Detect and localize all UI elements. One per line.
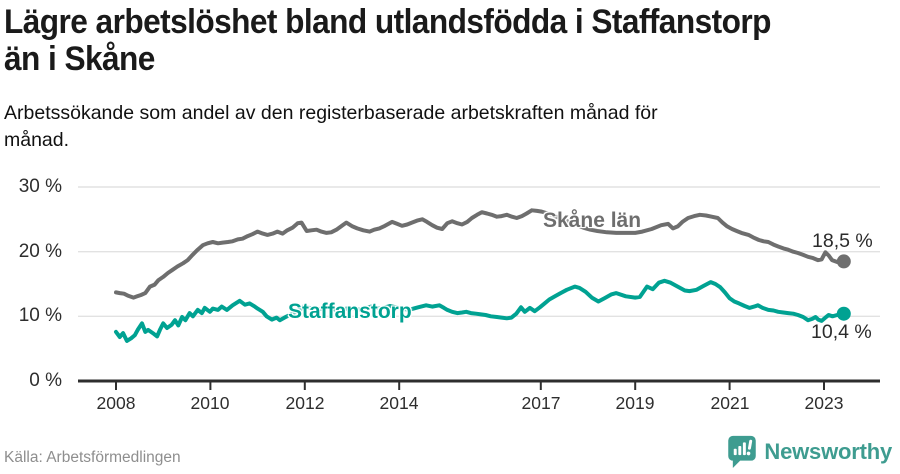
newsworthy-wordmark: Newsworthy — [764, 438, 892, 464]
end-value-label-staffanstorp: 10,4 % — [811, 321, 872, 343]
x-tick-label-2012: 2012 — [285, 393, 325, 413]
chart-bubble-icon — [728, 435, 757, 468]
x-tick-label-2021: 2021 — [710, 393, 750, 413]
staffanstorp-line — [114, 278, 846, 343]
source-text: Källa: Arbetsförmedlingen — [4, 449, 181, 466]
y-tick-label-10: 10 % — [18, 305, 62, 326]
staffanstorp-end-dot — [836, 306, 851, 321]
x-tick-label-2014: 2014 — [379, 393, 419, 413]
chart-subtitle-line1: Arbetssökande som andel av den registerb… — [4, 102, 658, 124]
skane-end-dot — [836, 254, 851, 269]
chart-subtitle: Arbetssökande som andel av den registerb… — [4, 100, 658, 154]
series-label-staffanstorp: Staffanstorp — [288, 300, 412, 323]
y-tick-label-20: 20 % — [18, 241, 62, 262]
page-title-line1: Lägre arbetslöshet bland utlandsfödda i … — [4, 3, 771, 41]
page-title: Lägre arbetslöshet bland utlandsfödda i … — [4, 4, 771, 78]
newsworthy-logo: Newsworthy — [727, 435, 892, 468]
y-tick-label-30: 30 % — [18, 176, 62, 197]
x-tick-label-2023: 2023 — [804, 393, 844, 413]
x-tick-label-2019: 2019 — [615, 393, 655, 413]
skane-line — [114, 208, 846, 300]
y-tick-label-0: 0 % — [29, 370, 62, 391]
series-label-skane: Skåne län — [543, 209, 642, 232]
page-title-line2: än i Skåne — [4, 40, 155, 78]
x-tick-label-2008: 2008 — [96, 393, 136, 413]
x-tick-label-2017: 2017 — [521, 393, 561, 413]
chart-subtitle-line2: månad. — [4, 129, 70, 151]
end-value-label-skane: 18,5 % — [812, 230, 873, 252]
x-tick-label-2010: 2010 — [190, 393, 230, 413]
